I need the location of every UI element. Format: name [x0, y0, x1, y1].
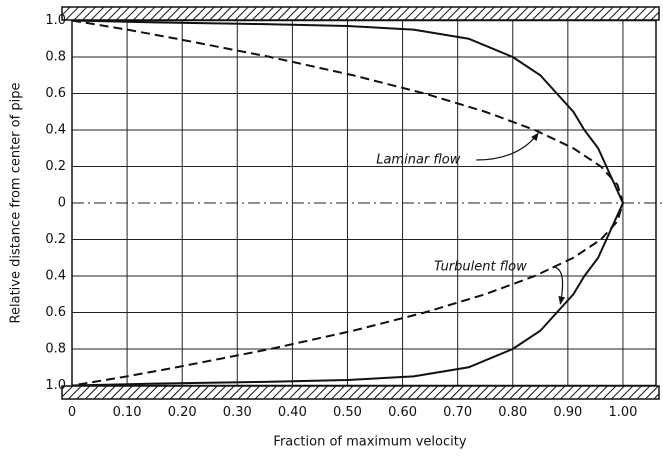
- y-tick-label: 1.0: [45, 13, 66, 28]
- annotation-arrow: [552, 266, 566, 305]
- x-tick-label: 0: [68, 405, 76, 420]
- x-tick-label: 0.50: [333, 405, 362, 420]
- x-tick-label: 0.70: [443, 405, 472, 420]
- x-tick-label: 0.10: [113, 405, 142, 420]
- annotation: Laminar flow: [376, 153, 461, 168]
- y-tick-label: 0.2: [45, 159, 66, 174]
- x-tick-label: 0.60: [388, 405, 417, 420]
- y-tick-label: 0.6: [45, 305, 66, 320]
- y-axis-label: Relative distance from center of pipe: [9, 83, 24, 324]
- x-tick-label: 0.80: [498, 405, 527, 420]
- annotation-arrow: [476, 132, 539, 161]
- pipe-wall-top: [61, 6, 660, 21]
- y-tick-label: 0.8: [45, 342, 66, 357]
- y-tick-label: 0.4: [45, 269, 66, 284]
- pipe-wall-bottom: [61, 385, 660, 400]
- x-axis-label: Fraction of maximum velocity: [273, 435, 466, 450]
- y-tick-label: 0.2: [45, 232, 66, 247]
- x-tick-label: 1.00: [608, 405, 637, 420]
- plot-frame: [71, 19, 657, 387]
- line-series: [71, 19, 625, 387]
- x-tick-label: 0.40: [278, 405, 307, 420]
- y-tick-label: 0.6: [45, 86, 66, 101]
- x-tick-label: 0.90: [553, 405, 582, 420]
- annotation: Turbulent flow: [434, 260, 527, 275]
- y-tick-label: 1.0: [45, 378, 66, 393]
- x-tick-label: 0.20: [168, 405, 197, 420]
- x-tick-label: 0.30: [223, 405, 252, 420]
- y-tick-label: 0.4: [45, 123, 66, 138]
- y-tick-label: 0: [58, 196, 66, 211]
- y-tick-label: 0.8: [45, 50, 66, 65]
